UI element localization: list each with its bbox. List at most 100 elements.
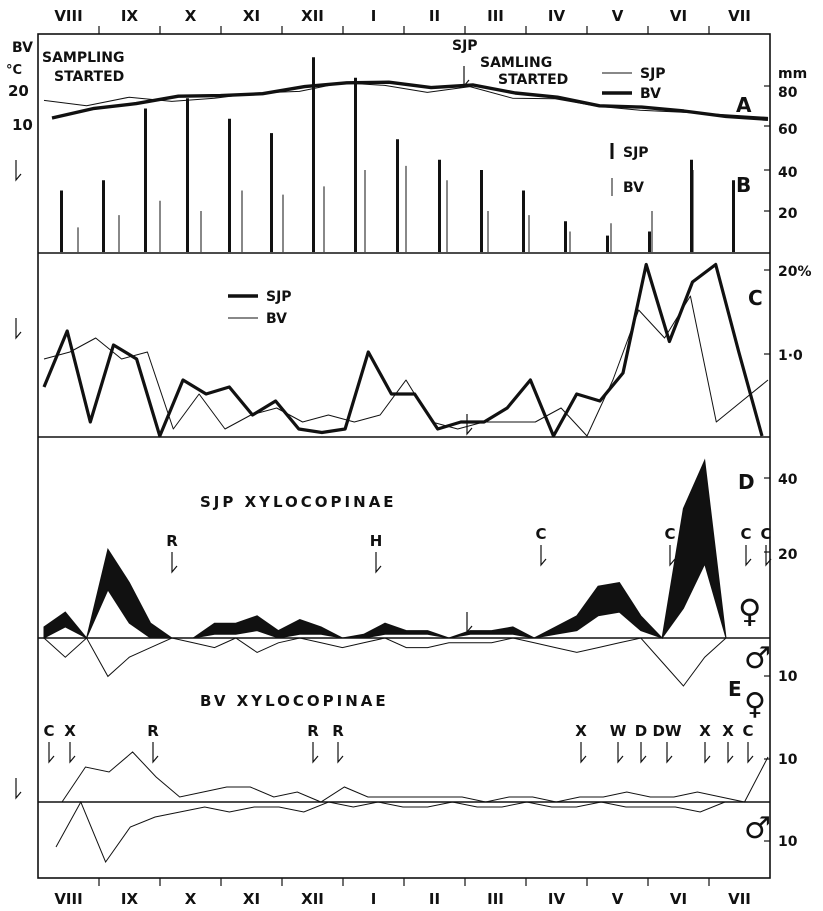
panel-letter-e: E xyxy=(728,677,742,701)
e-arrow-1 xyxy=(69,742,76,764)
b-bar-sjp-9 xyxy=(438,159,441,252)
month-axis-top: VIII IX X XI XII I II III IV V VI VII xyxy=(54,7,751,25)
month-top-XII: XII xyxy=(301,7,324,25)
month-bottom-VIII: VIII xyxy=(54,890,82,908)
b-bar-sjp-4 xyxy=(228,118,231,252)
month-top-IX: IX xyxy=(121,7,139,25)
e-rtick-2: 10 xyxy=(778,752,798,768)
d-arrow-1 xyxy=(375,552,382,574)
d-band-female xyxy=(43,458,727,640)
d-female-symbol: ♀ xyxy=(738,592,761,630)
a-line-sjp xyxy=(43,82,769,118)
e-arrow-10 xyxy=(727,742,734,764)
month-bottom-VII: VII xyxy=(728,890,751,908)
legend-a-bv: BV xyxy=(640,86,661,102)
a-rtick-60: 60 xyxy=(778,122,798,138)
d-arrow-label-5: C xyxy=(760,525,771,543)
month-bottom-X: X xyxy=(185,890,197,908)
outer-frame xyxy=(37,33,771,879)
e-arrow-4 xyxy=(337,742,344,764)
d-arrow-4 xyxy=(745,545,752,567)
d-arrow-label-0: R xyxy=(166,532,178,550)
b-bar-sjp-15 xyxy=(690,159,693,252)
legend-c-sjp: SJP xyxy=(266,289,292,305)
month-top-VII: VII xyxy=(728,7,751,25)
month-top-IV: IV xyxy=(548,7,566,25)
month-bottom-II: II xyxy=(429,890,440,908)
d-arrow-2 xyxy=(540,545,547,567)
e-arrow-2 xyxy=(152,742,159,764)
a-left-unit: °C xyxy=(6,63,22,78)
e-arrow-label-11: C xyxy=(742,722,753,740)
c-rtick-10: 1·0 xyxy=(778,348,803,364)
plot-series xyxy=(42,57,769,864)
e-arrow-label-5: X xyxy=(575,722,587,740)
start-arrow-2 xyxy=(466,414,473,436)
panel-a: °C 20 10 mm 80 60 40 20 BV SAMPLING STAR… xyxy=(6,38,807,222)
month-bottom-VI: VI xyxy=(670,890,687,908)
start-arrow-1 xyxy=(15,318,22,340)
bv-note-2: SAMPLING xyxy=(42,50,124,66)
panel-d: SJP XYLOCOPINAE 40 20 D ♀ xyxy=(200,470,798,630)
e-line-bv-male xyxy=(55,800,726,864)
b-bar-sjp-7 xyxy=(354,77,357,252)
e-arrow-label-0: C xyxy=(43,722,54,740)
e-male-symbol-bottom: ♂ xyxy=(744,811,771,846)
e-arrow-label-6: W xyxy=(610,722,627,740)
b-bar-sjp-1 xyxy=(102,180,105,252)
month-top-XI: XI xyxy=(243,7,260,25)
e-arrow-label-1: X xyxy=(64,722,76,740)
b-bar-sjp-10 xyxy=(480,170,483,252)
d-arrow-0 xyxy=(171,552,178,574)
b-bar-sjp-6 xyxy=(312,57,315,252)
panel-letter-c: C xyxy=(748,286,763,310)
month-top-VIII: VIII xyxy=(54,7,82,25)
e-arrow-6 xyxy=(617,742,624,764)
month-bottom-V: V xyxy=(612,890,624,908)
e-line-sjp-male xyxy=(43,637,727,687)
panel-c: SJP BV 20% 1·0 C xyxy=(228,264,812,364)
month-bottom-XII: XII xyxy=(301,890,324,908)
month-top-I: I xyxy=(371,7,377,25)
month-bottom-IV: IV xyxy=(548,890,566,908)
month-axis-bottom: VIII IX X XI XII I II III IV V VI VII xyxy=(54,890,751,908)
e-arrow-5 xyxy=(580,742,587,764)
panel-b: SJP BV B xyxy=(610,143,751,197)
month-bottom-III: III xyxy=(487,890,504,908)
month-top-III: III xyxy=(487,7,504,25)
e-arrow-label-10: X xyxy=(722,722,734,740)
b-bar-sjp-3 xyxy=(186,98,189,252)
plot-frame xyxy=(37,26,771,886)
d-arrow-label-2: C xyxy=(535,525,546,543)
e-arrow-3 xyxy=(312,742,319,764)
bv-note-1: BV xyxy=(12,40,33,56)
month-bottom-XI: XI xyxy=(243,890,260,908)
e-arrow-label-9: X xyxy=(699,722,711,740)
d-arrow-5 xyxy=(765,545,772,567)
a-right-unit: mm xyxy=(778,66,807,82)
legend-b-bv: BV xyxy=(623,180,644,196)
e-arrow-0 xyxy=(48,742,55,764)
e-arrow-8 xyxy=(666,742,673,764)
a-rtick-40: 40 xyxy=(778,165,798,181)
d-arrow-3 xyxy=(669,545,676,567)
e-rtick-1: 10 xyxy=(778,669,798,685)
e-arrow-9 xyxy=(704,742,711,764)
d-title: SJP XYLOCOPINAE xyxy=(200,493,397,511)
c-line-sjp xyxy=(42,262,764,438)
d-rtick-40: 40 xyxy=(778,472,798,488)
start-arrow-4 xyxy=(15,778,22,800)
b-bar-sjp-2 xyxy=(144,108,147,252)
e-title: BV XYLOCOPINAE xyxy=(200,692,389,710)
e-arrow-11 xyxy=(747,742,754,764)
d-arrow-label-4: C xyxy=(740,525,751,543)
month-top-X: X xyxy=(185,7,197,25)
legend-b-sjp: SJP xyxy=(623,145,649,161)
b-bar-sjp-12 xyxy=(564,221,567,252)
b-bar-sjp-13 xyxy=(606,235,609,252)
panel-letter-a: A xyxy=(736,93,752,117)
c-rtick-20: 20% xyxy=(778,264,812,280)
a-rtick-20: 20 xyxy=(778,206,798,222)
b-bar-sjp-8 xyxy=(396,139,399,252)
